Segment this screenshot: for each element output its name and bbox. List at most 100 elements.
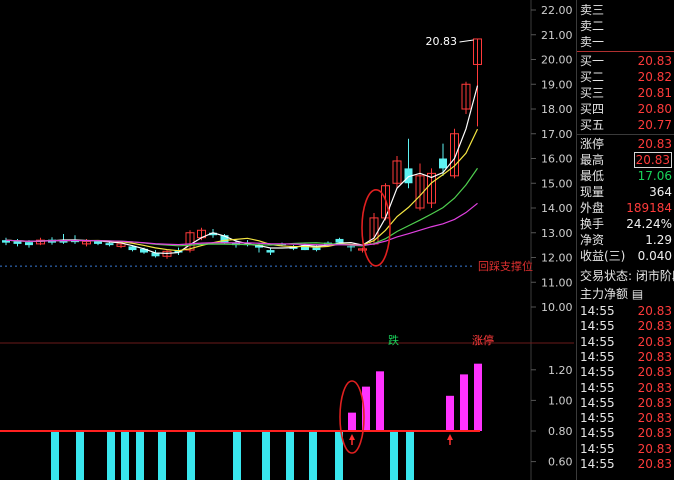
ask-row-label: 卖三 — [580, 3, 605, 17]
candle-body-up — [450, 133, 459, 177]
candle-body-up — [427, 172, 436, 204]
tick-row-label: 14:55 — [580, 441, 615, 456]
ma-line-magenta — [5, 202, 478, 246]
stat-row-label: 最高 — [580, 153, 605, 167]
stat-row-label: 换手 — [580, 217, 605, 231]
bid-row-value: 20.80 — [637, 102, 672, 116]
candle-body-down — [151, 252, 160, 257]
bid-row-value: 20.77 — [637, 118, 672, 132]
bid-row-label: 买一 — [580, 54, 605, 68]
candle-body-down — [140, 248, 148, 253]
stat-row-value: 189184 — [626, 201, 672, 215]
candle-body-down — [25, 242, 33, 246]
candle-body-up — [473, 38, 482, 65]
stat-row-label: 涨停 — [580, 137, 605, 151]
indicator-bar-up — [376, 371, 384, 431]
stat-row-value: 364 — [649, 185, 672, 199]
tick-row-value: 20.83 — [637, 380, 672, 395]
candle-body-up — [116, 243, 126, 247]
indicator-bar-down — [335, 431, 343, 480]
indicator-bar-up — [446, 395, 454, 431]
indicator-tick-label: 0.60 — [548, 456, 573, 469]
price-tick-label: 16.00 — [541, 153, 573, 166]
tick-row: 14:55 20.83 — [580, 318, 672, 334]
candle-body-down — [209, 232, 217, 236]
indicator-bar-down — [233, 431, 241, 480]
tick-row-label: 14:55 — [580, 334, 615, 349]
stat-row-value: 0.040 — [637, 249, 672, 263]
support-label: 回踩支撑位 — [478, 259, 533, 273]
price-tick-label: 11.00 — [541, 276, 573, 289]
indicator-bar-down — [158, 431, 166, 480]
tick-row-value: 20.83 — [637, 411, 672, 426]
stats-divider — [577, 134, 674, 135]
tick-row-value: 20.83 — [637, 319, 672, 334]
price-tick-label: 13.00 — [541, 227, 573, 240]
candle-body-up — [392, 160, 402, 184]
price-tick-label: 18.00 — [541, 103, 573, 116]
stat-row: 净资 1.29 — [580, 232, 672, 248]
tick-row-label: 14:55 — [580, 304, 615, 318]
stat-row-value: 20.83 — [633, 152, 672, 168]
quote-panel: 卖三 卖二 卖一 买一 20.83 买二 20.82 买三 20.81 买四 20.80 买五 20.7… — [576, 0, 674, 480]
price-tick-label: 21.00 — [541, 29, 573, 42]
signal-arrow-up — [447, 434, 453, 440]
ask-bid-divider — [577, 51, 674, 52]
candle-body-down — [335, 238, 344, 243]
tick-row: 14:55 20.83 — [580, 303, 672, 319]
stat-row-label: 现量 — [580, 185, 605, 199]
bid-row-value: 20.82 — [637, 70, 672, 84]
candle-body-down — [220, 235, 229, 243]
candle-body-down — [266, 250, 275, 253]
ask-row-label: 卖二 — [580, 19, 605, 33]
stat-row-label: 外盘 — [580, 201, 605, 215]
bid-row: 买五 20.77 — [580, 117, 672, 133]
candle-body-down — [312, 247, 321, 251]
tick-row-label: 14:55 — [580, 457, 615, 471]
price-tick-label: 12.00 — [541, 252, 573, 265]
bid-row-value: 20.81 — [637, 86, 672, 100]
stat-row: 涨停 20.83 — [580, 136, 672, 152]
stat-row: 外盘 189184 — [580, 200, 672, 216]
stat-row: 最高 20.83 — [580, 152, 672, 168]
indicator-bar-down — [262, 431, 270, 480]
ask-row: 卖三 — [580, 2, 672, 18]
bid-row-label: 买四 — [580, 102, 605, 116]
tick-row: 14:55 20.83 — [580, 441, 672, 457]
candle-body-down — [105, 243, 114, 246]
tick-row: 14:55 20.83 — [580, 395, 672, 411]
ask-row: 卖一 — [580, 34, 672, 50]
bid-row: 买四 20.80 — [580, 101, 672, 117]
indicator-bar-down — [107, 431, 115, 480]
price-tick-label: 20.00 — [541, 54, 573, 67]
candle-body-up — [185, 232, 195, 251]
tick-row-label: 14:55 — [580, 365, 615, 380]
price-tick-label: 14.00 — [541, 202, 573, 215]
indicator-bar-down — [187, 431, 195, 480]
tick-row: 14:55 20.83 — [580, 334, 672, 350]
candle-body-down — [94, 241, 102, 244]
tick-row-label: 14:55 — [580, 319, 615, 334]
tick-row-value: 20.83 — [637, 441, 672, 456]
trade-status: 交易状态: 闭市阶段 — [580, 269, 674, 283]
tick-row: 14:55 20.83 — [580, 425, 672, 441]
main-net-amount[interactable]: 主力净额 ▤ — [580, 287, 644, 301]
tick-row: 14:55 20.83 — [580, 380, 672, 396]
candle-body-down — [347, 246, 355, 248]
stat-row: 最低 17.06 — [580, 168, 672, 184]
candle-body-up — [358, 248, 367, 251]
bid-row: 买二 20.82 — [580, 69, 672, 85]
tick-row-label: 14:55 — [580, 395, 615, 410]
indicator-tick-label: 1.00 — [548, 394, 573, 407]
tick-row: 14:55 20.83 — [580, 349, 672, 365]
annotation-circle-indicator — [339, 380, 365, 454]
price-tick-label: 15.00 — [541, 177, 573, 190]
annotation-circle-main — [361, 189, 391, 267]
indicator-bar-down — [390, 431, 398, 480]
stat-row: 换手 24.24% — [580, 216, 672, 232]
tick-row-value: 20.83 — [637, 304, 672, 318]
candlestick-chart-area[interactable]: 22.00 21.00 20.00 19.00 18.00 17.00 16.00 15.00… — [0, 0, 574, 480]
candle-body-down — [301, 245, 309, 251]
price-tick-label: 19.00 — [541, 78, 573, 91]
stat-row: 收益(三) 0.040 — [580, 248, 672, 264]
